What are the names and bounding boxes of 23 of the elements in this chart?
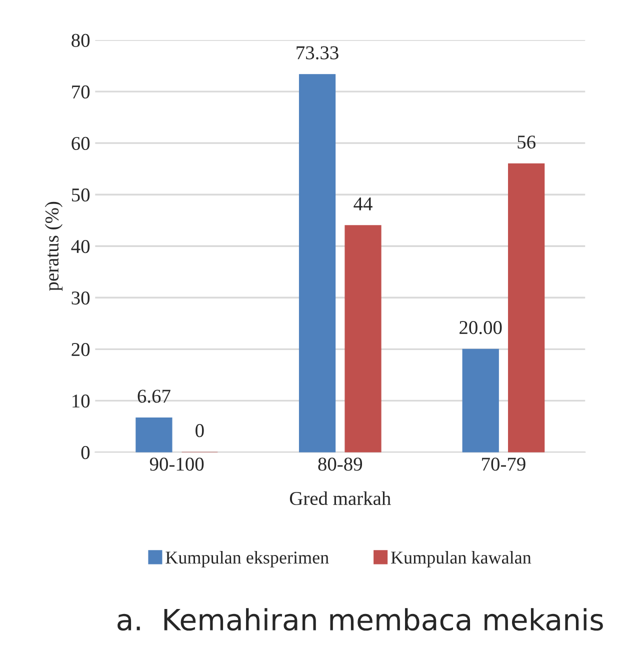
x-tick-label: 70-79 — [482, 458, 526, 471]
x-axis-title: Gred markah — [290, 491, 391, 506]
y-tick-label: 60 — [72, 136, 90, 150]
x-tick-label: 80-89 — [318, 458, 362, 471]
data-label: 0 — [196, 424, 204, 438]
data-label: 20.00 — [460, 320, 502, 334]
y-tick-label: 40 — [71, 240, 90, 254]
y-tick-label: 50 — [72, 188, 90, 202]
y-tick-label: 70 — [72, 85, 90, 99]
data-label: 73.33 — [296, 46, 338, 60]
y-tick-label: 0 — [81, 446, 90, 460]
x-tick-label: 90-100 — [150, 458, 204, 471]
data-label: 56 — [518, 136, 536, 149]
data-label: 6.67 — [138, 390, 170, 403]
legend-label: Kumpulan eksperimen — [166, 550, 329, 568]
y-tick-label: 20 — [72, 342, 90, 356]
data-label: 44 — [354, 197, 372, 210]
y-tick-label: 10 — [72, 394, 90, 408]
text: a. Kemahiran membaca mekanis — [118, 608, 603, 631]
y-axis-title: peratus (%) — [44, 202, 63, 291]
legend-label: Kumpulan kawalan — [391, 550, 532, 568]
y-tick-label: 80 — [72, 34, 90, 47]
y-tick-label: 30 — [72, 291, 90, 305]
